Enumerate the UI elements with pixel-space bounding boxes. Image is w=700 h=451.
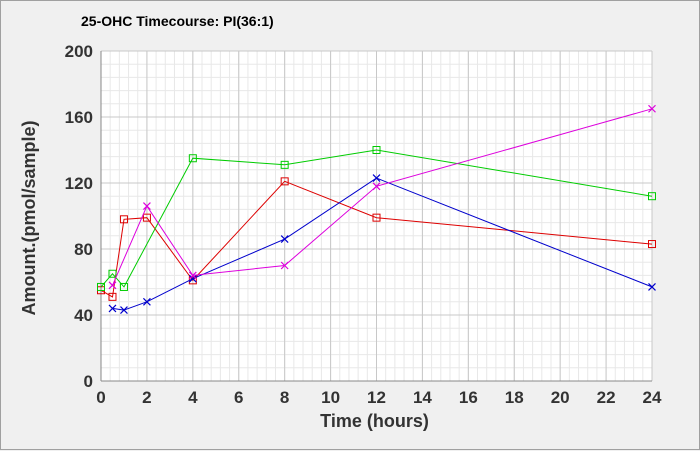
y-tick-label: 200 [65,42,93,61]
data-point [108,281,117,290]
data-point [188,154,197,163]
data-point [280,160,289,169]
data-point [648,192,656,201]
data-point [188,271,197,280]
data-point [648,240,656,249]
x-axis-label: Time (hours) [320,411,429,431]
x-tick-label: 6 [234,388,243,407]
y-tick-label: 40 [74,306,93,325]
y-tick-label: 80 [74,240,93,259]
x-tick-label: 24 [643,388,662,407]
series-line [100,149,653,288]
series-line [112,108,653,286]
data-point [108,304,117,313]
x-tick-label: 4 [188,388,198,407]
x-tick-label: 0 [96,388,105,407]
data-point [188,274,197,283]
data-point [108,269,117,278]
y-tick-label: 0 [84,372,93,391]
data-point [372,213,381,222]
x-tick-label: 2 [142,388,151,407]
y-tick-label: 120 [65,174,93,193]
data-point [142,297,151,306]
data-point [280,235,289,244]
y-tick-label: 160 [65,108,93,127]
data-point [280,261,289,270]
data-point [120,306,128,314]
data-point [97,282,105,291]
data-point [648,283,656,291]
series-4 [108,104,656,290]
data-point [119,215,128,224]
data-point [142,213,151,222]
x-tick-label: 22 [597,388,616,407]
data-point [372,174,381,182]
x-tick-label: 20 [551,388,570,407]
x-tick-label: 10 [321,388,340,407]
data-point [372,146,381,154]
data-point [142,202,151,211]
x-tick-label: 16 [459,388,478,407]
data-point [119,282,128,291]
data-point [372,182,381,191]
y-axis-label: Amount.(pmol/sample) [19,120,39,315]
x-tick-label: 12 [367,388,386,407]
data-point [108,292,117,301]
series-2 [97,146,656,291]
x-tick-label: 18 [505,388,524,407]
chart-title: 25-OHC Timecourse: PI(36:1) [81,13,274,29]
x-tick-label: 14 [413,388,432,407]
x-tick-label: 8 [280,388,289,407]
series-3 [108,174,656,314]
data-point [280,177,289,186]
data-point [648,104,656,113]
